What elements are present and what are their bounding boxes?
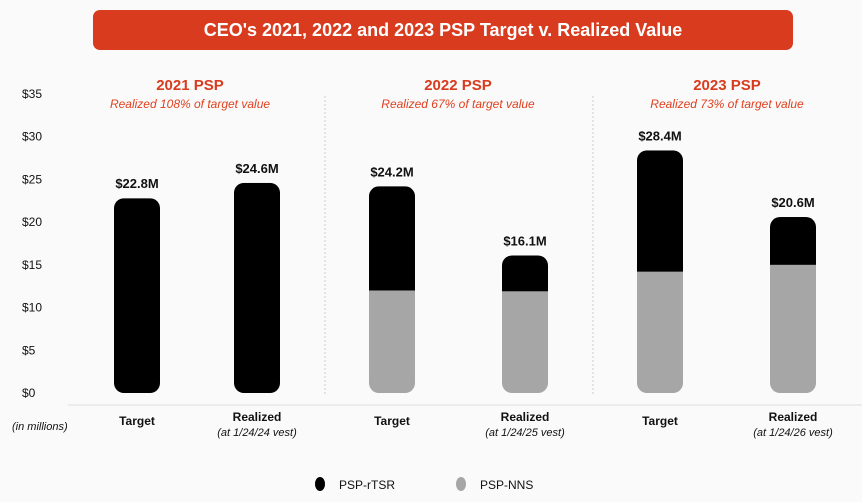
legend-label: PSP-NNS bbox=[480, 478, 533, 492]
x-category-label: Realized bbox=[769, 410, 818, 424]
bar-segment-psp-rtsr bbox=[502, 255, 548, 292]
bar-segment-psp-rtsr bbox=[114, 198, 160, 393]
group-title: 2021 PSP bbox=[156, 77, 224, 94]
x-category-label: Target bbox=[374, 414, 410, 428]
y-tick-label: $25 bbox=[22, 172, 42, 186]
legend-label: PSP-rTSR bbox=[339, 478, 395, 492]
y-tick-label: $20 bbox=[22, 215, 42, 229]
x-category-label: Target bbox=[119, 414, 155, 428]
bar-data-label: $24.2M bbox=[370, 164, 413, 179]
bar-data-label: $20.6M bbox=[771, 195, 814, 210]
y-tick-label: $5 bbox=[22, 343, 36, 357]
bar-segment-psp-nns bbox=[369, 290, 415, 393]
x-category-label: Realized bbox=[501, 410, 550, 424]
group-subtitle: Realized 108% of target value bbox=[110, 97, 270, 111]
legend-marker bbox=[456, 477, 466, 491]
bar-segment-psp-rtsr bbox=[369, 186, 415, 291]
bar-segment-psp-nns bbox=[770, 264, 816, 393]
y-tick-label: $30 bbox=[22, 130, 42, 144]
x-category-sublabel: (at 1/24/25 vest) bbox=[485, 427, 565, 439]
bar-segment-psp-rtsr bbox=[234, 182, 280, 393]
y-tick-label: $15 bbox=[22, 258, 42, 272]
bar-data-label: $22.8M bbox=[115, 176, 158, 191]
x-category-label: Realized bbox=[233, 410, 282, 424]
bar-data-label: $28.4M bbox=[638, 128, 681, 143]
chart-title-banner: CEO's 2021, 2022 and 2023 PSP Target v. … bbox=[93, 10, 793, 50]
bar-data-label: $16.1M bbox=[503, 233, 546, 248]
legend-marker bbox=[315, 477, 325, 491]
bar-data-label: $24.6M bbox=[235, 161, 278, 176]
bar-segment-psp-rtsr bbox=[637, 150, 683, 272]
bar-segment-psp-rtsr bbox=[770, 217, 816, 265]
group-subtitle: Realized 73% of target value bbox=[650, 97, 804, 111]
y-tick-label: $35 bbox=[22, 87, 42, 101]
bar-segment-psp-nns bbox=[502, 291, 548, 393]
y-unit-label: (in millions) bbox=[12, 421, 68, 433]
chart-title: CEO's 2021, 2022 and 2023 PSP Target v. … bbox=[203, 19, 683, 40]
group-title: 2023 PSP bbox=[693, 77, 761, 94]
x-category-sublabel: (at 1/24/24 vest) bbox=[217, 427, 297, 439]
bar-segment-psp-nns bbox=[637, 271, 683, 393]
group-title: 2022 PSP bbox=[424, 77, 492, 94]
y-tick-label: $10 bbox=[22, 301, 42, 315]
x-category-label: Target bbox=[642, 414, 678, 428]
group-subtitle: Realized 67% of target value bbox=[381, 97, 535, 111]
x-category-sublabel: (at 1/24/26 vest) bbox=[753, 427, 833, 439]
y-tick-label: $0 bbox=[22, 386, 36, 400]
